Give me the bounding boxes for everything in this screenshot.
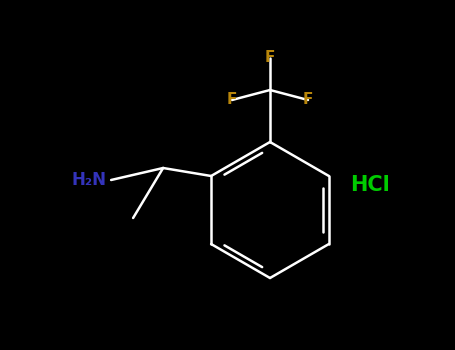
Text: F: F bbox=[265, 50, 275, 65]
Text: F: F bbox=[303, 92, 313, 107]
Text: HCl: HCl bbox=[350, 175, 390, 195]
Text: F: F bbox=[227, 92, 237, 107]
Text: H₂N: H₂N bbox=[71, 171, 106, 189]
